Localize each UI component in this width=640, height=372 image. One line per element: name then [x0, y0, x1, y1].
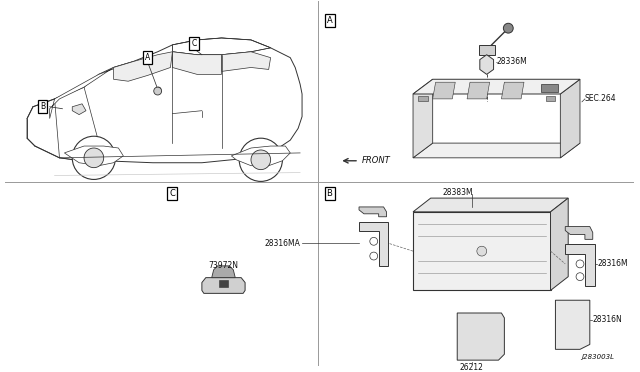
- Polygon shape: [433, 82, 455, 99]
- Bar: [219, 280, 228, 288]
- Polygon shape: [172, 52, 221, 74]
- Bar: [413, 212, 550, 291]
- FancyBboxPatch shape: [541, 84, 558, 92]
- Polygon shape: [550, 198, 568, 291]
- Polygon shape: [172, 38, 271, 55]
- Text: 28316M: 28316M: [598, 259, 628, 268]
- Polygon shape: [54, 87, 104, 161]
- Polygon shape: [480, 55, 493, 74]
- Circle shape: [251, 150, 271, 170]
- Polygon shape: [413, 79, 580, 94]
- Polygon shape: [113, 52, 172, 81]
- Text: SEC.264: SEC.264: [585, 94, 616, 103]
- Circle shape: [370, 237, 378, 245]
- Circle shape: [477, 246, 486, 256]
- Polygon shape: [561, 79, 580, 158]
- Polygon shape: [231, 146, 291, 166]
- Circle shape: [370, 252, 378, 260]
- Circle shape: [84, 148, 104, 168]
- Polygon shape: [202, 278, 245, 294]
- Circle shape: [72, 136, 115, 179]
- Polygon shape: [467, 82, 490, 99]
- Text: A: A: [326, 16, 332, 25]
- Text: 28383M: 28383M: [442, 188, 473, 197]
- Polygon shape: [413, 143, 580, 158]
- Polygon shape: [72, 104, 86, 115]
- Polygon shape: [501, 82, 524, 99]
- Circle shape: [239, 138, 282, 182]
- Text: C: C: [191, 39, 196, 48]
- Circle shape: [504, 23, 513, 33]
- Text: 26212: 26212: [459, 363, 483, 372]
- Polygon shape: [65, 146, 124, 166]
- Text: 73972N: 73972N: [209, 262, 239, 270]
- Text: C: C: [170, 189, 175, 198]
- Polygon shape: [359, 222, 388, 266]
- Polygon shape: [556, 300, 590, 349]
- Polygon shape: [359, 207, 387, 217]
- Polygon shape: [565, 244, 595, 285]
- Text: 28316N: 28316N: [593, 315, 623, 324]
- Circle shape: [154, 87, 162, 95]
- Bar: [546, 96, 556, 101]
- Polygon shape: [479, 45, 495, 55]
- Polygon shape: [50, 62, 133, 119]
- Text: FRONT: FRONT: [362, 156, 390, 165]
- Polygon shape: [212, 266, 236, 278]
- Text: 28336M: 28336M: [497, 57, 527, 66]
- Polygon shape: [413, 79, 433, 158]
- Text: J283003L: J283003L: [581, 354, 614, 360]
- Circle shape: [576, 260, 584, 268]
- Text: A: A: [145, 53, 150, 62]
- Polygon shape: [565, 227, 593, 239]
- Text: B: B: [326, 189, 333, 198]
- Polygon shape: [457, 313, 504, 360]
- Bar: [418, 96, 428, 101]
- Polygon shape: [221, 52, 271, 71]
- Circle shape: [576, 273, 584, 280]
- Polygon shape: [413, 198, 568, 212]
- Text: 28316MA: 28316MA: [264, 239, 300, 248]
- Text: B: B: [40, 102, 45, 111]
